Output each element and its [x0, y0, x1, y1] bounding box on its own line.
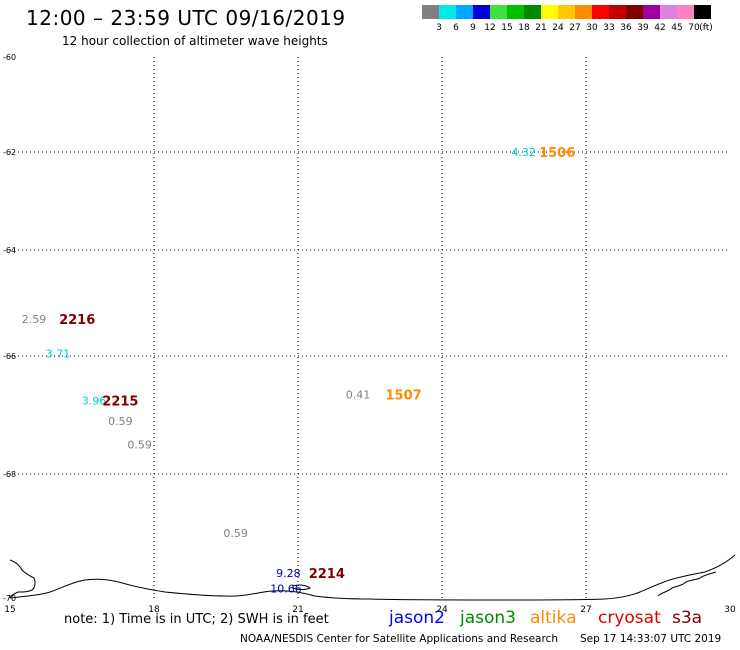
satellite-name: altika [530, 608, 577, 628]
color-legend: 3 6 9 12 15 18 21 24 27 30 33 36 39 42 45 70 (ft) [422, 5, 730, 33]
legend-label: 39 [637, 23, 649, 33]
legend-swatch [626, 5, 643, 19]
swh-value: 10.66 [270, 583, 302, 596]
swh-value: 0.59 [223, 527, 248, 540]
legend-swatch [490, 5, 507, 19]
longitude-label: 18 [148, 605, 160, 615]
time-labels: 1506 2216 2215 1507 2214 [59, 146, 575, 582]
longitude-label: 27 [580, 605, 591, 615]
legend-swatch [694, 5, 711, 19]
map-title: 12:00 – 23:59 UTC 09/16/2019 [26, 6, 346, 30]
legend-swatch [643, 5, 660, 19]
satellite-name: s3a [672, 608, 703, 628]
swh-value: 3.96 [82, 394, 107, 407]
legend-swatch [592, 5, 609, 19]
swh-value: 0.41 [346, 388, 371, 401]
swh-value: 2.59 [22, 313, 47, 326]
coastline-islet [292, 584, 311, 590]
legend-label: 15 [501, 23, 513, 33]
legend-label: 45 [671, 23, 683, 33]
legend-unit: (ft) [699, 23, 713, 33]
legend-label: 27 [569, 23, 581, 33]
credit-line: NOAA/NESDIS Center for Satellite Applica… [240, 633, 558, 645]
coastline-west-inlet [9, 559, 36, 599]
swh-observations: 4.322.593.713.960.590.590.410.599.2810.6… [22, 146, 536, 596]
latitude-label: -68 [3, 470, 16, 479]
footer-note: note: 1) Time is in UTC; 2) SWH is in fe… [64, 612, 329, 627]
coastline-main [9, 554, 736, 601]
legend-swatch [660, 5, 677, 19]
legend-label: 18 [518, 23, 530, 33]
legend-swatch [524, 5, 541, 19]
legend-swatch [473, 5, 490, 19]
swh-value: 4.32 [511, 146, 536, 159]
longitude-label: 21 [292, 605, 303, 615]
obs-time: 1506 [539, 146, 575, 161]
legend-swatch [439, 5, 456, 19]
legend-label: 30 [586, 23, 598, 33]
latitude-label: -66 [3, 352, 16, 361]
legend-label: 36 [620, 23, 632, 33]
obs-time: 2214 [309, 567, 345, 582]
longitude-label: 30 [724, 605, 736, 615]
legend-label: 9 [470, 23, 476, 33]
longitude-label: 15 [4, 605, 15, 615]
satellite-name: jason3 [460, 608, 516, 628]
latitude-label: -60 [3, 53, 16, 62]
latitude-label: -64 [3, 246, 16, 255]
legend-label: 42 [654, 23, 666, 33]
legend-label: 21 [535, 23, 547, 33]
legend-label: 33 [603, 23, 615, 33]
timestamp: Sep 17 14:33:07 UTC 2019 [580, 633, 722, 645]
map-subtitle: 12 hour collection of altimeter wave hei… [62, 34, 328, 48]
legend-swatch [677, 5, 694, 19]
legend-label: 6 [453, 23, 459, 33]
satellite-name: cryosat [598, 608, 661, 628]
latitude-label: -70 [3, 594, 16, 603]
legend-swatch [575, 5, 592, 19]
obs-time: 2215 [102, 394, 138, 409]
legend-label: 70 [688, 23, 700, 33]
longitude-label: 24 [436, 605, 448, 615]
coastline-east-ice [657, 571, 717, 597]
legend-label: 12 [484, 23, 496, 33]
swh-value: 9.28 [276, 567, 301, 580]
legend-swatch [422, 5, 439, 19]
swh-value: 3.71 [46, 347, 71, 360]
latitude-label: -62 [3, 148, 16, 157]
antarctica-coastline [9, 554, 736, 601]
swh-value: 0.59 [127, 439, 152, 452]
satellite-name: jason2 [389, 608, 445, 628]
obs-time: 1507 [386, 388, 422, 403]
legend-swatch [507, 5, 524, 19]
legend-swatch [609, 5, 626, 19]
legend-swatch [558, 5, 575, 19]
legend-label: 3 [436, 23, 442, 33]
obs-time: 2216 [59, 313, 95, 328]
legend-swatch [456, 5, 473, 19]
legend-swatch [541, 5, 558, 19]
swh-value: 0.59 [108, 415, 133, 428]
legend-label: 24 [552, 23, 564, 33]
graticule: 15 18 21 24 27 30 -60 -62 -64 -66 -68 -70 [3, 53, 736, 615]
